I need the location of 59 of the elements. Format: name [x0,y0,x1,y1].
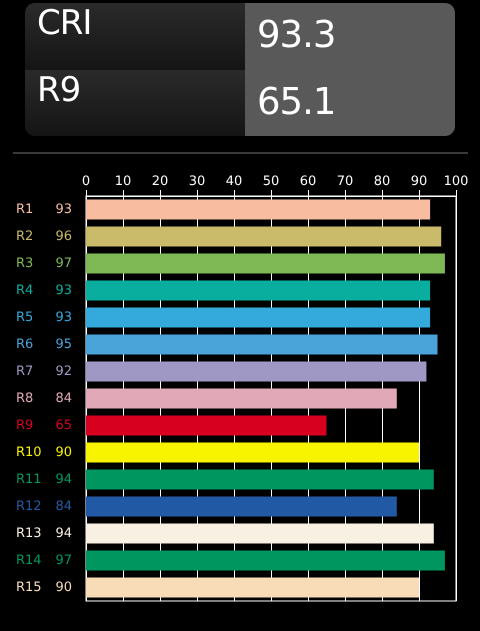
y-tick-label: R12 [16,499,42,514]
y-tick-label: R7 [16,364,34,379]
data-label: 93 [55,310,72,325]
bar [86,442,419,462]
x-tick-label: 90 [410,174,428,189]
x-tick-label: 100 [444,174,468,189]
data-label: 95 [55,337,72,352]
bar [86,550,445,570]
text: 93.3 [245,3,455,70]
data-label: 94 [55,472,72,487]
data-label: 84 [55,391,72,406]
data-label: 97 [55,553,72,568]
bar [86,524,434,544]
x-tick-label: 60 [300,174,316,189]
bar [86,388,397,408]
bar [86,308,430,328]
y-tick-label: R11 [16,472,42,487]
data-label: 94 [55,526,72,541]
y-tick-label: R14 [16,553,42,568]
data-label: 93 [55,202,72,217]
bar [86,226,442,246]
bar [86,280,430,300]
y-tick-label: R6 [16,337,34,352]
text: 65.1 [245,70,455,136]
x-tick-label: 70 [336,174,354,189]
data-label: 84 [55,499,72,514]
x-tick-label: 50 [262,174,280,189]
bar [86,334,438,354]
bar [86,254,445,274]
x-tick-label: 30 [188,174,206,189]
y-tick-label: R3 [16,256,34,271]
x-tick-label: 10 [114,174,132,189]
y-tick-label: R8 [16,391,34,406]
x-tick-label: 80 [374,174,390,189]
x-tick-label: 40 [226,174,242,189]
data-label: 90 [55,580,72,595]
data-label: 90 [55,445,72,460]
y-tick-label: R2 [16,229,34,244]
y-tick-label: R13 [16,526,42,541]
x-tick-label: 0 [82,174,90,189]
y-tick-label: R4 [16,283,34,298]
y-tick-label: R10 [16,445,42,460]
bar [86,200,430,220]
bar [86,496,397,516]
data-label: 93 [55,283,72,298]
bar [86,578,419,598]
y-tick-label: R5 [16,310,34,325]
x-tick-label: 20 [152,174,168,189]
y-tick-label: R9 [16,418,34,433]
y-tick-label: R1 [16,202,34,217]
data-label: 65 [55,418,72,433]
data-label: 92 [55,364,72,379]
data-label: 97 [55,256,72,271]
bar [86,416,326,436]
bar [86,362,426,382]
data-label: 96 [55,229,72,244]
text: CRI [25,3,245,70]
bar [86,470,434,490]
y-tick-label: R15 [16,580,42,595]
